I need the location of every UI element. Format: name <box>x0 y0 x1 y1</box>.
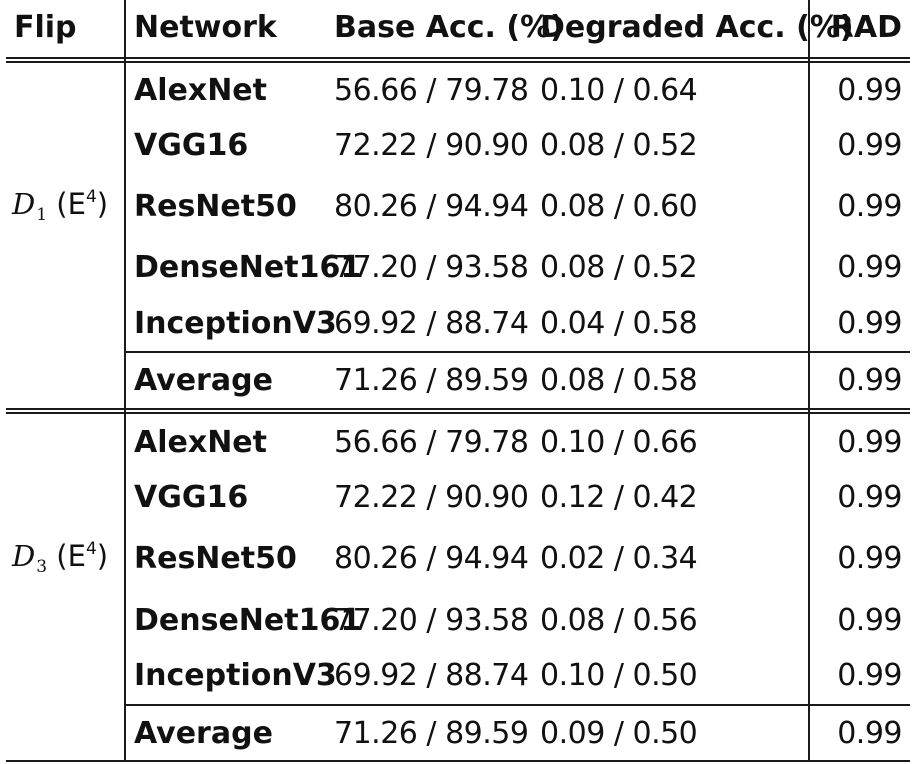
table-cell-rad: 0.99 <box>837 480 902 515</box>
table-cell-rad-average: 0.99 <box>837 363 902 398</box>
table-cell-base-acc: 69.92 / 88.74 <box>334 658 529 693</box>
group-condition: (E <box>47 187 86 221</box>
table-cell-base-acc: 77.20 / 93.58 <box>334 250 529 285</box>
group-superscript: 4 <box>85 187 97 207</box>
table-cell-network: VGG16 <box>134 128 249 163</box>
group-separator-double-rule-bottom <box>6 412 910 414</box>
table-cell-degraded-acc: 0.10 / 0.50 <box>540 658 698 693</box>
table-cell-rad: 0.99 <box>837 603 902 638</box>
table-cell-base-acc-average: 71.26 / 89.59 <box>334 716 529 751</box>
table-cell-rad: 0.99 <box>837 658 902 693</box>
group-label-d1: D1 (E4) <box>12 186 108 227</box>
table-cell-base-acc: 56.66 / 79.78 <box>334 73 529 108</box>
group-condition: (E <box>47 539 86 573</box>
header-double-rule-top <box>6 57 910 59</box>
table-cell-network-average: Average <box>134 716 273 751</box>
group-label-d3: D3 (E4) <box>12 538 108 579</box>
group-condition-close: ) <box>96 187 109 221</box>
table-cell-base-acc: 56.66 / 79.78 <box>334 425 529 460</box>
table-cell-rad: 0.99 <box>837 189 902 224</box>
table-cell-rad: 0.99 <box>837 541 902 576</box>
header-network: Network <box>134 10 277 45</box>
vertical-rule-left <box>124 0 126 762</box>
table-cell-degraded-acc: 0.12 / 0.42 <box>540 480 698 515</box>
table-cell-network: DenseNet161 <box>134 603 362 638</box>
table-cell-network: InceptionV3 <box>134 306 337 341</box>
group-symbol: D <box>12 187 36 221</box>
group-separator-double-rule-top <box>6 408 910 410</box>
group-superscript: 4 <box>85 539 97 559</box>
table-cell-base-acc-average: 71.26 / 89.59 <box>334 363 529 398</box>
table-cell-degraded-acc: 0.10 / 0.64 <box>540 73 698 108</box>
table-cell-network: ResNet50 <box>134 189 297 224</box>
table-cell-rad-average: 0.99 <box>837 716 902 751</box>
table-bottom-rule <box>6 760 910 762</box>
table-cell-degraded-acc: 0.10 / 0.66 <box>540 425 698 460</box>
table-cell-network: AlexNet <box>134 73 267 108</box>
table-cell-network: InceptionV3 <box>134 658 337 693</box>
table-cell-network: AlexNet <box>134 425 267 460</box>
table-cell-rad: 0.99 <box>837 306 902 341</box>
vertical-rule-right <box>808 0 810 762</box>
table-cell-base-acc: 72.22 / 90.90 <box>334 480 529 515</box>
header-base-acc: Base Acc. (%) <box>334 10 564 45</box>
table-cell-degraded-acc: 0.02 / 0.34 <box>540 541 698 576</box>
table-cell-network: ResNet50 <box>134 541 297 576</box>
table-cell-network: VGG16 <box>134 480 249 515</box>
header-rad: RAD <box>830 10 902 45</box>
group-symbol: D <box>12 539 36 573</box>
table-cell-base-acc: 77.20 / 93.58 <box>334 603 529 638</box>
table-cell-degraded-acc-average: 0.09 / 0.50 <box>540 716 698 751</box>
group-subscript: 3 <box>36 557 48 577</box>
table-cell-base-acc: 72.22 / 90.90 <box>334 128 529 163</box>
table-cell-base-acc: 69.92 / 88.74 <box>334 306 529 341</box>
table-cell-degraded-acc: 0.04 / 0.58 <box>540 306 698 341</box>
table-cell-rad: 0.99 <box>837 425 902 460</box>
group-2-average-rule <box>125 704 910 706</box>
table-cell-rad: 0.99 <box>837 128 902 163</box>
table-cell-network-average: Average <box>134 363 273 398</box>
table-cell-network: DenseNet161 <box>134 250 362 285</box>
header-degraded-acc: Degraded Acc. (%) <box>540 10 854 45</box>
header-flip: Flip <box>14 10 77 45</box>
group-condition-close: ) <box>96 539 109 573</box>
table-cell-degraded-acc: 0.08 / 0.56 <box>540 603 698 638</box>
group-subscript: 1 <box>36 205 48 225</box>
table-cell-base-acc: 80.26 / 94.94 <box>334 189 529 224</box>
table-cell-base-acc: 80.26 / 94.94 <box>334 541 529 576</box>
table-cell-degraded-acc: 0.08 / 0.52 <box>540 128 698 163</box>
header-double-rule-bottom <box>6 61 910 63</box>
table-cell-degraded-acc: 0.08 / 0.52 <box>540 250 698 285</box>
group-1-average-rule <box>125 351 910 353</box>
table-cell-rad: 0.99 <box>837 73 902 108</box>
table-cell-rad: 0.99 <box>837 250 902 285</box>
table-cell-degraded-acc-average: 0.08 / 0.58 <box>540 363 698 398</box>
table-cell-degraded-acc: 0.08 / 0.60 <box>540 189 698 224</box>
